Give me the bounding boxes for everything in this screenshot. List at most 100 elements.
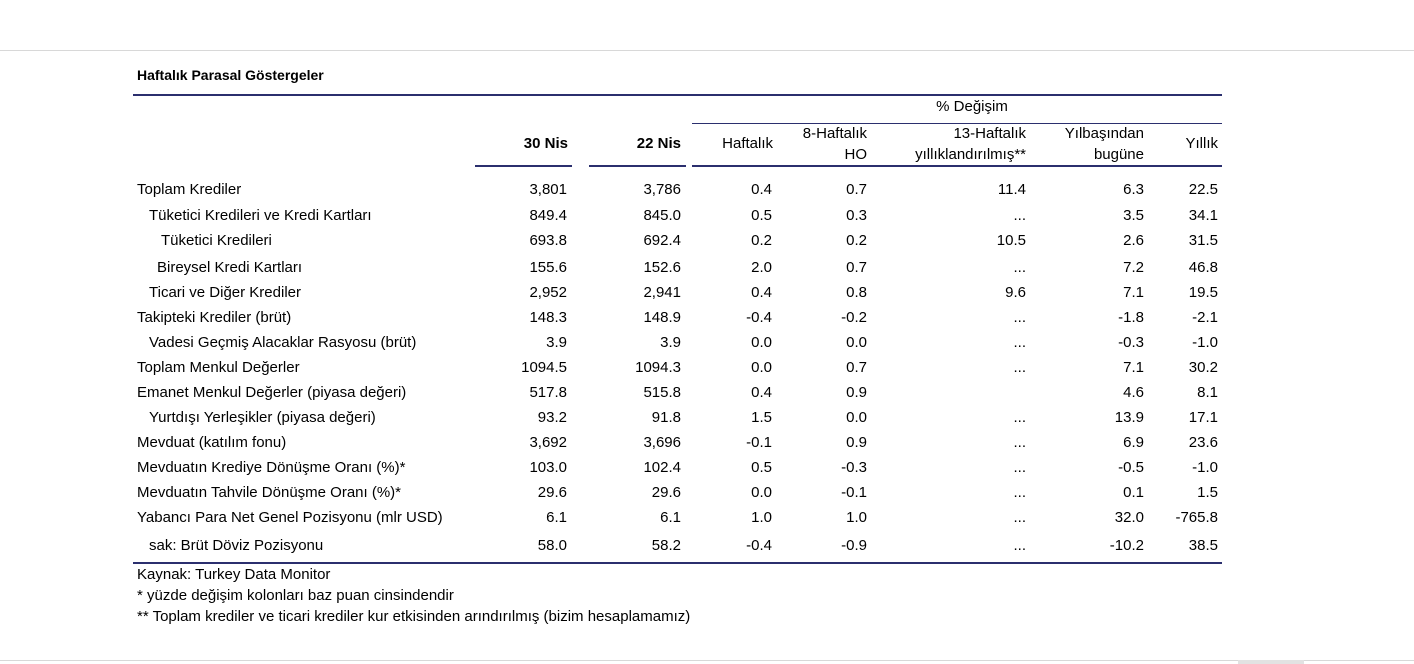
table-bottom-rule — [133, 562, 1222, 564]
table-cell: 46.8 — [1188, 259, 1218, 276]
table-cell: 6.9 — [1123, 434, 1144, 451]
table-cell: 7.1 — [1123, 359, 1144, 376]
row-label: sak: Brüt Döviz Pozisyonu — [149, 537, 324, 554]
table-cell: 2,952 — [529, 284, 567, 301]
table-cell: 0.7 — [846, 181, 867, 198]
footnote-2: ** Toplam krediler ve ticari krediler ku… — [137, 608, 691, 625]
table-cell: 11.4 — [997, 181, 1026, 198]
table-cell: 91.8 — [651, 409, 681, 426]
table-cell: 845.0 — [643, 207, 681, 224]
table-cell: 93.2 — [537, 409, 567, 426]
table-cell: -0.2 — [841, 309, 867, 326]
source-note: Kaynak: Turkey Data Monitor — [137, 566, 331, 583]
table-cell: 2.6 — [1123, 232, 1144, 249]
table-cell: -0.3 — [841, 459, 867, 476]
table-cell: 152.6 — [643, 259, 681, 276]
table-cell: 0.4 — [751, 384, 772, 401]
header-8-haftalik-line1: 8-Haftalık — [802, 125, 867, 142]
table-cell: 1.0 — [846, 509, 867, 526]
row-label: Toplam Menkul Değerler — [137, 359, 300, 376]
table-cell: 0.7 — [846, 359, 867, 376]
table-cell: 0.5 — [751, 459, 772, 476]
table-cell: 1.0 — [751, 509, 772, 526]
table-cell: -0.9 — [841, 537, 867, 554]
table-cell: 23.6 — [1188, 434, 1218, 451]
table-cell: 0.4 — [751, 284, 772, 301]
table-cell: 0.2 — [751, 232, 772, 249]
table-cell: 148.3 — [529, 309, 567, 326]
table-cell: -1.0 — [1192, 334, 1218, 351]
table-title: Haftalık Parasal Göstergeler — [137, 67, 324, 83]
header-haftalik: Haftalık — [722, 135, 773, 152]
table-cell: 6.3 — [1123, 181, 1144, 198]
table-cell: 6.1 — [546, 509, 567, 526]
table-cell: 6.1 — [660, 509, 681, 526]
table-cell: 3,692 — [529, 434, 567, 451]
table-cell: 3.9 — [546, 334, 567, 351]
table-cell: 0.9 — [846, 384, 867, 401]
table-cell: 148.9 — [643, 309, 681, 326]
table-cell: ... — [1013, 459, 1026, 476]
table-cell: 9.6 — [1005, 284, 1026, 301]
row-label: Tüketici Kredileri ve Kredi Kartları — [149, 207, 372, 224]
table-cell: ... — [1013, 309, 1026, 326]
table-cell: 13.9 — [1114, 409, 1144, 426]
table-cell: -2.1 — [1192, 309, 1218, 326]
table-cell: 0.0 — [846, 409, 867, 426]
row-label: Tüketici Kredileri — [161, 232, 272, 249]
header-yillik: Yıllık — [1185, 135, 1218, 152]
table-cell: 0.0 — [751, 359, 772, 376]
header-13-haftalik-line1: 13-Haftalık — [953, 125, 1026, 142]
title-underline — [133, 94, 1222, 96]
table-cell: 2,941 — [643, 284, 681, 301]
row-label: Mevduatın Tahvile Dönüşme Oranı (%)* — [137, 484, 402, 501]
table-cell: 8.1 — [1197, 384, 1218, 401]
header-8-haftalik-line2: HO — [844, 146, 868, 163]
table-cell: 17.1 — [1188, 409, 1218, 426]
table-cell: 32.0 — [1114, 509, 1144, 526]
table-cell: 849.4 — [529, 207, 567, 224]
table-cell: 515.8 — [643, 384, 681, 401]
page-bottom-divider — [0, 660, 1414, 661]
change-group-label: % Değişim — [936, 98, 1008, 115]
table-cell: -1.8 — [1118, 309, 1144, 326]
table-cell: ... — [1013, 259, 1026, 276]
table-cell: 0.9 — [846, 434, 867, 451]
header-yilbasindan-line2: bugüne — [1093, 146, 1144, 163]
header-underline-change — [692, 165, 1222, 167]
row-label: Mevduatın Krediye Dönüşme Oranı (%)* — [137, 459, 406, 476]
header-22-nis: 22 Nis — [636, 135, 681, 152]
table-cell: -0.1 — [746, 434, 772, 451]
table-cell: 0.2 — [846, 232, 867, 249]
table-cell: -0.4 — [746, 309, 772, 326]
table-cell: 7.2 — [1123, 259, 1144, 276]
table-cell: 0.0 — [751, 334, 772, 351]
table-cell: ... — [1013, 484, 1026, 501]
table-cell: 155.6 — [529, 259, 567, 276]
table-cell: 58.2 — [651, 537, 681, 554]
table-cell: 517.8 — [529, 384, 567, 401]
header-yilbasindan-line1: Yılbaşından — [1064, 125, 1144, 142]
row-label: Yurtdışı Yerleşikler (piyasa değeri) — [149, 409, 376, 426]
table-cell: 10.5 — [996, 232, 1026, 249]
table-cell: 0.0 — [846, 334, 867, 351]
table-cell: -0.3 — [1118, 334, 1144, 351]
table-cell: 38.5 — [1188, 537, 1218, 554]
table-cell: 3.5 — [1123, 207, 1144, 224]
row-label: Toplam Krediler — [137, 181, 242, 198]
table-cell: ... — [1013, 537, 1026, 554]
table-cell: 1094.5 — [521, 359, 567, 376]
page-top-divider — [0, 50, 1414, 51]
table-cell: ... — [1013, 409, 1026, 426]
row-label: Emanet Menkul Değerler (piyasa değeri) — [137, 384, 407, 401]
table-cell: 0.1 — [1123, 484, 1144, 501]
table-cell: -10.2 — [1109, 537, 1144, 554]
table-cell: -1.0 — [1192, 459, 1218, 476]
table-cell: 29.6 — [537, 484, 567, 501]
header-underline-c1 — [475, 165, 572, 167]
table-cell: 0.4 — [751, 181, 772, 198]
table-cell: 0.7 — [846, 259, 867, 276]
row-label: Takipteki Krediler (brüt) — [137, 309, 292, 326]
table-cell: ... — [1013, 359, 1026, 376]
table-cell: 7.1 — [1123, 284, 1144, 301]
